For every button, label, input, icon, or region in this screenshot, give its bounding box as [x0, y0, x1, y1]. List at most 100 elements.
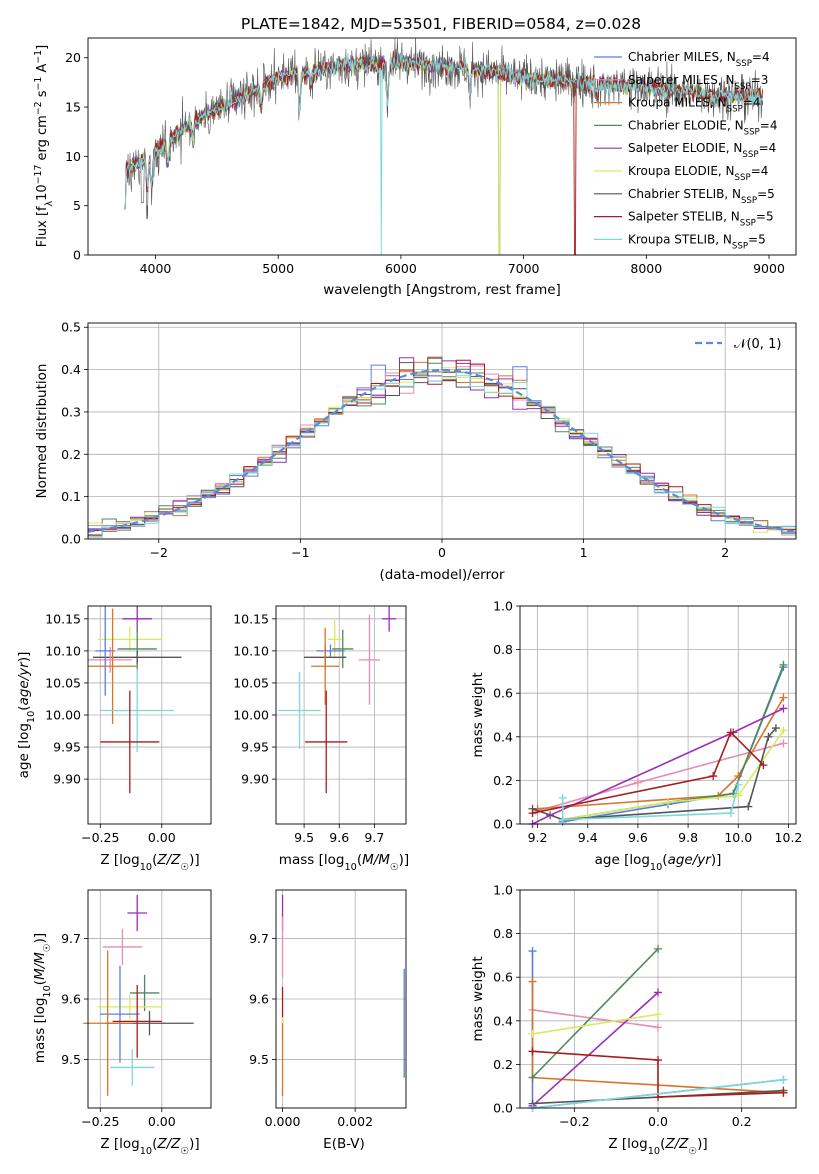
weight-series-KrE	[532, 1013, 659, 1035]
y-tick-label: 0	[73, 248, 81, 263]
y-tick-label: 10	[65, 149, 81, 164]
y-tick-label: 0.2	[61, 447, 81, 462]
ebv-mass-points	[281, 894, 405, 1096]
x-tick-label: −0.25	[81, 1114, 119, 1129]
x-tick-label: 0.000	[265, 1114, 301, 1129]
weight-marker-ChS	[764, 732, 773, 741]
x-tick-label: 9.5	[294, 830, 314, 845]
z-age-points	[88, 606, 182, 794]
weight-series-KrS	[532, 1078, 784, 1109]
y-tick-label: 9.95	[241, 740, 269, 755]
legend-label-KrE: Kroupa ELODIE, NSSP=4	[628, 164, 768, 183]
x-tick-label: 6000	[385, 261, 417, 276]
age-weight-lines	[528, 660, 788, 828]
weight-marker-SaE	[654, 988, 662, 997]
weight-marker-KrE	[664, 798, 673, 807]
z-age-ylabel: age [log10(age/yr)]	[16, 652, 37, 779]
ebv-mass-frame	[275, 889, 407, 1109]
chart-title: PLATE=1842, MJD=53501, FIBERID=0584, z=0…	[241, 15, 641, 33]
x-tick-label: 0.002	[337, 1114, 373, 1129]
y-tick-label: 0.4	[493, 1013, 513, 1028]
ebv-mass-xlabel: E(B-V)	[323, 1136, 365, 1152]
y-tick-label: 0.1	[61, 489, 81, 504]
spectrum-ylabel: Flux [fλ10−17 erg cm−2 s−1 A−1]	[33, 45, 55, 247]
legend-label-SaE: Salpeter ELODIE, NSSP=4	[628, 141, 776, 160]
y-tick-label: 9.5	[249, 1052, 269, 1067]
z-age-xlabel: Z [log10(Z/Z☉)]	[100, 852, 199, 873]
hist-xlabel: (data-model)/error	[379, 567, 505, 583]
legend-label-ChS: Chabrier STELIB, NSSP=5	[628, 187, 775, 206]
weight-marker-SaM	[779, 739, 788, 748]
weight-series-ChE	[562, 664, 785, 821]
x-tick-label: 1	[580, 545, 588, 560]
y-tick-label: 1.0	[493, 883, 513, 898]
y-tick-label: 10.15	[233, 611, 269, 626]
y-tick-label: 10.15	[45, 611, 81, 626]
y-tick-label: 9.95	[53, 740, 81, 755]
weight-marker-KrS	[726, 809, 735, 818]
y-tick-label: 9.7	[249, 931, 269, 946]
weight-marker-SaS	[654, 1056, 662, 1065]
x-tick-label: 2	[721, 545, 729, 560]
x-tick-label: 9.2	[528, 830, 548, 845]
y-tick-label: 9.5	[61, 1052, 81, 1067]
weight-series-SaS	[532, 1050, 784, 1098]
spectrum-series-ChS	[123, 38, 763, 220]
weight-marker-SaS	[528, 1047, 537, 1056]
x-tick-label: −0.25	[81, 830, 119, 845]
spectrum-xlabel: wavelength [Angstrom, rest frame]	[323, 282, 561, 298]
z-mass-xlabel: Z [log10(Z/Z☉)]	[100, 1136, 199, 1157]
y-tick-label: 0.0	[61, 532, 81, 547]
x-tick-label: 9.7	[364, 830, 384, 845]
legend-label-ChM: Chabrier MILES, NSSP=4	[628, 50, 770, 69]
x-tick-label: 0	[438, 545, 446, 560]
x-tick-label: 5000	[262, 261, 294, 276]
y-tick-label: 10.05	[233, 675, 269, 690]
y-tick-label: 9.6	[61, 992, 81, 1007]
x-tick-label: 9.8	[678, 830, 698, 845]
y-tick-label: 15	[65, 100, 81, 115]
x-tick-label: 0.00	[148, 1114, 176, 1129]
y-tick-label: 0.2	[493, 1057, 513, 1072]
y-tick-label: 5	[73, 198, 81, 213]
weight-marker-SaE	[779, 704, 788, 713]
mass-age-points	[278, 606, 397, 794]
hist-steps	[88, 356, 796, 539]
y-tick-label: 0.8	[493, 926, 513, 941]
weight-marker-SaS	[779, 1088, 788, 1097]
x-tick-label: 0.0	[648, 1114, 668, 1129]
weight-marker-KrM	[779, 693, 788, 702]
y-tick-label: 0.0	[493, 1101, 513, 1116]
x-tick-label: 9000	[753, 261, 785, 276]
weight-series-ChE	[531, 948, 659, 1079]
weight-series-SaM	[532, 1009, 659, 1029]
z-mass-points	[83, 894, 194, 1096]
weight-series-SaS	[532, 730, 764, 814]
hist-legend-label: 𝒩(0, 1)	[734, 337, 781, 352]
normal-curve	[88, 368, 796, 533]
y-tick-label: 0.8	[493, 642, 513, 657]
z-age-frame	[87, 605, 212, 825]
weight-marker-ChE	[654, 944, 662, 953]
weight-marker-SaS	[759, 761, 768, 770]
mass-age-frame	[275, 605, 407, 825]
y-tick-label: 0.4	[61, 362, 81, 377]
mass-age-xlabel: mass [log10(M/M☉)]	[279, 852, 409, 873]
z-weight-frame	[519, 889, 797, 1109]
weight-series-KrS	[561, 784, 740, 821]
weight-series-SaE	[532, 707, 784, 825]
legend-label-SaM: Salpeter MILES, NSSP=3	[628, 73, 768, 92]
y-tick-label: 0.4	[493, 729, 513, 744]
z-age-axes: −0.25 0.00 9.90 9.95 10.00 10.05 10.10 10.15	[45, 606, 211, 845]
y-tick-label: 10.05	[45, 675, 81, 690]
x-tick-label: 10.0	[724, 830, 752, 845]
age-weight-ylabel: mass weight	[470, 672, 486, 757]
y-tick-label: 1.0	[493, 599, 513, 614]
y-tick-label: 0.6	[493, 686, 513, 701]
spectrum-axes: 4000 5000 6000 7000 8000 9000 0 5 10 15 20	[65, 50, 785, 276]
weight-marker-ChS	[771, 724, 780, 733]
y-tick-label: 20	[65, 50, 81, 65]
x-tick-label: 10.2	[775, 830, 803, 845]
